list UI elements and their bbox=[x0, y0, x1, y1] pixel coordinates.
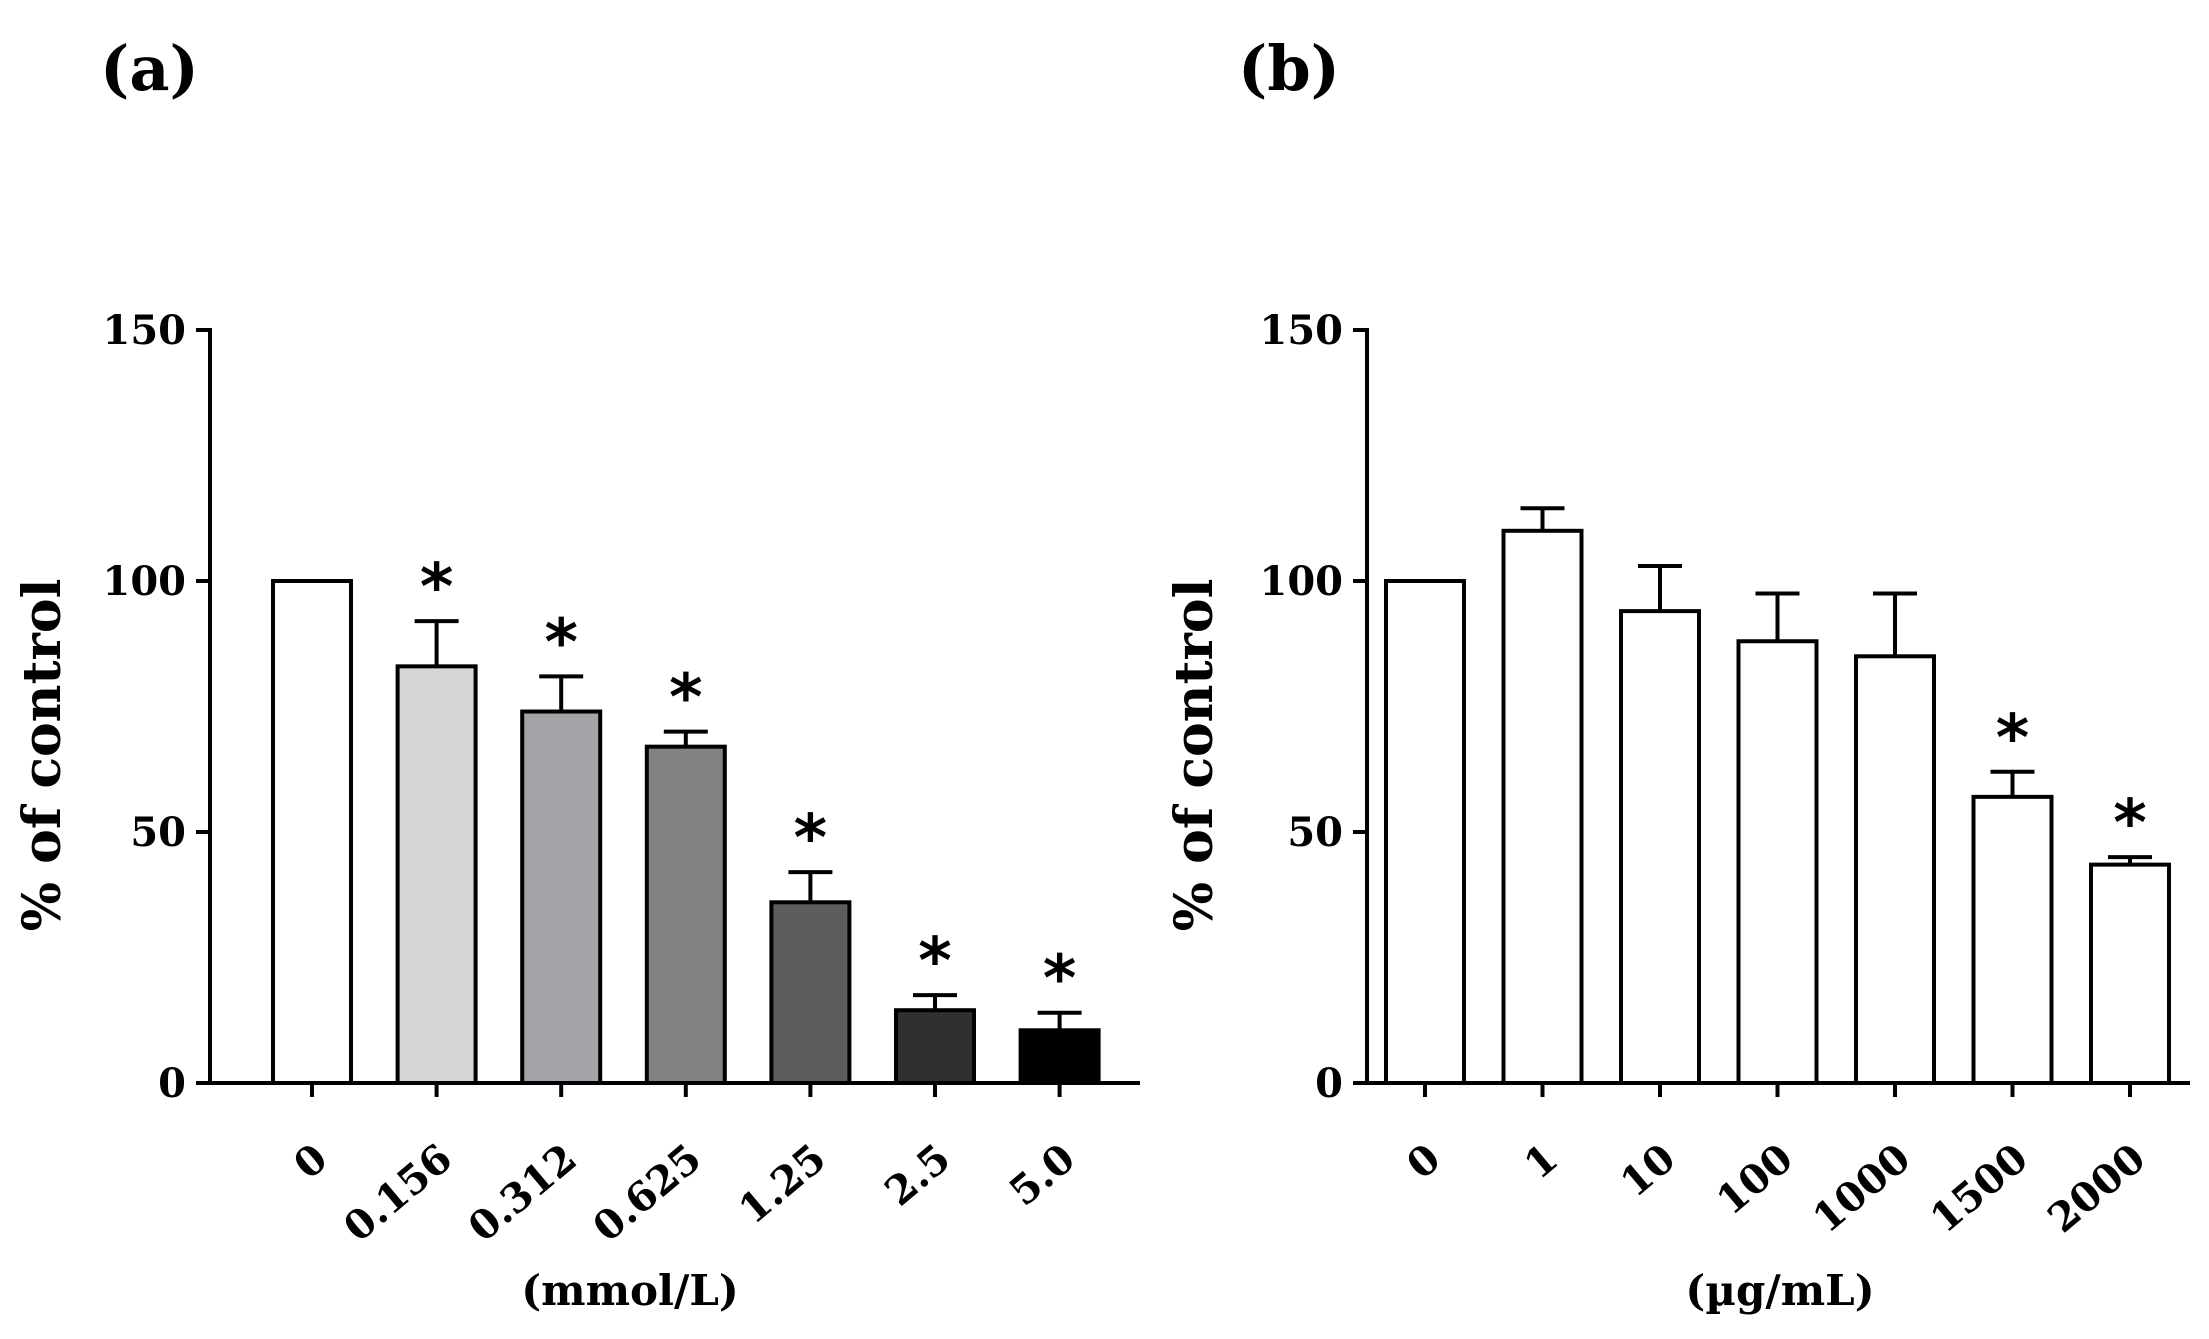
panel-a-x-axis-label: (mmol/L) bbox=[521, 1266, 738, 1315]
panel-a-significance-marker: * bbox=[544, 606, 577, 680]
panel-a-category-label: 0.312 bbox=[459, 1135, 585, 1252]
panel-b-y-tick-label: 100 bbox=[1260, 558, 1344, 605]
panel-b-category-label: 10 bbox=[1612, 1135, 1685, 1207]
panel-a-bar bbox=[271, 579, 353, 1085]
panel-b-bar bbox=[1384, 579, 1466, 1085]
panel-a-category-label: 0.156 bbox=[335, 1135, 461, 1252]
panel-a-y-tick-label: 0 bbox=[158, 1060, 186, 1107]
panel-a-significance-marker: * bbox=[1043, 943, 1076, 1017]
panel-a-bar bbox=[644, 744, 727, 1085]
panel-a-category-label: 2.5 bbox=[876, 1135, 960, 1216]
panel-b-category-label: 1500 bbox=[1921, 1135, 2036, 1243]
panel-a-category-label: 0 bbox=[285, 1135, 337, 1189]
panel-a: (a) % of control (mmol/L) 05010015000.15… bbox=[12, 32, 1140, 1315]
panel-a-significance-marker: * bbox=[918, 925, 951, 999]
panel-b-category-label: 0 bbox=[1398, 1135, 1450, 1189]
panel-a-significance-marker: * bbox=[669, 662, 702, 736]
panel-b-x-axis-label: (µg/mL) bbox=[1685, 1266, 1874, 1315]
panel-a-y-tick-label: 150 bbox=[103, 307, 187, 354]
panel-b-category-label: 1000 bbox=[1804, 1135, 1919, 1243]
panel-b-category-label: 100 bbox=[1708, 1135, 1802, 1225]
panel-b-label: (b) bbox=[1238, 32, 1340, 105]
panel-a-label: (a) bbox=[100, 32, 199, 105]
panel-a-bar bbox=[395, 664, 478, 1086]
panel-b-category-label: 1 bbox=[1515, 1135, 1567, 1189]
panel-b-bar bbox=[1501, 528, 1584, 1085]
panel-b-significance-marker: * bbox=[1996, 702, 2029, 776]
panel-a-bar bbox=[520, 709, 603, 1086]
panel-a-y-axis-label: % of control bbox=[12, 579, 73, 932]
panel-b-bar bbox=[1854, 654, 1936, 1085]
panel-b-bar bbox=[1619, 609, 1701, 1085]
panel-a-category-label: 0.625 bbox=[584, 1135, 710, 1252]
panel-a-bar bbox=[769, 900, 852, 1086]
panel-a-category-label: 5.0 bbox=[1001, 1135, 1085, 1216]
panel-b-category-label: 2000 bbox=[2039, 1135, 2154, 1243]
panel-b-y-axis-label: % of control bbox=[1164, 579, 1225, 932]
panel-b-y-tick-label: 50 bbox=[1287, 809, 1343, 856]
panel-b-bar bbox=[1971, 794, 2054, 1085]
panel-a-category-label: 1.25 bbox=[730, 1135, 835, 1234]
panel-a-significance-marker: * bbox=[794, 802, 827, 876]
panel-b-y-tick-label: 150 bbox=[1260, 307, 1344, 354]
panel-a-y-tick-label: 50 bbox=[130, 809, 186, 856]
panel-a-bar bbox=[894, 1008, 976, 1086]
panel-a-significance-marker: * bbox=[420, 551, 453, 625]
panel-b-significance-marker: * bbox=[2113, 787, 2146, 861]
panel-b-bar bbox=[2089, 862, 2171, 1085]
panel-a-bar bbox=[1018, 1028, 1101, 1086]
panel-a-y-tick-label: 100 bbox=[103, 558, 187, 605]
panel-b-y-tick-label: 0 bbox=[1315, 1060, 1343, 1107]
panel-b-bar bbox=[1736, 639, 1819, 1085]
